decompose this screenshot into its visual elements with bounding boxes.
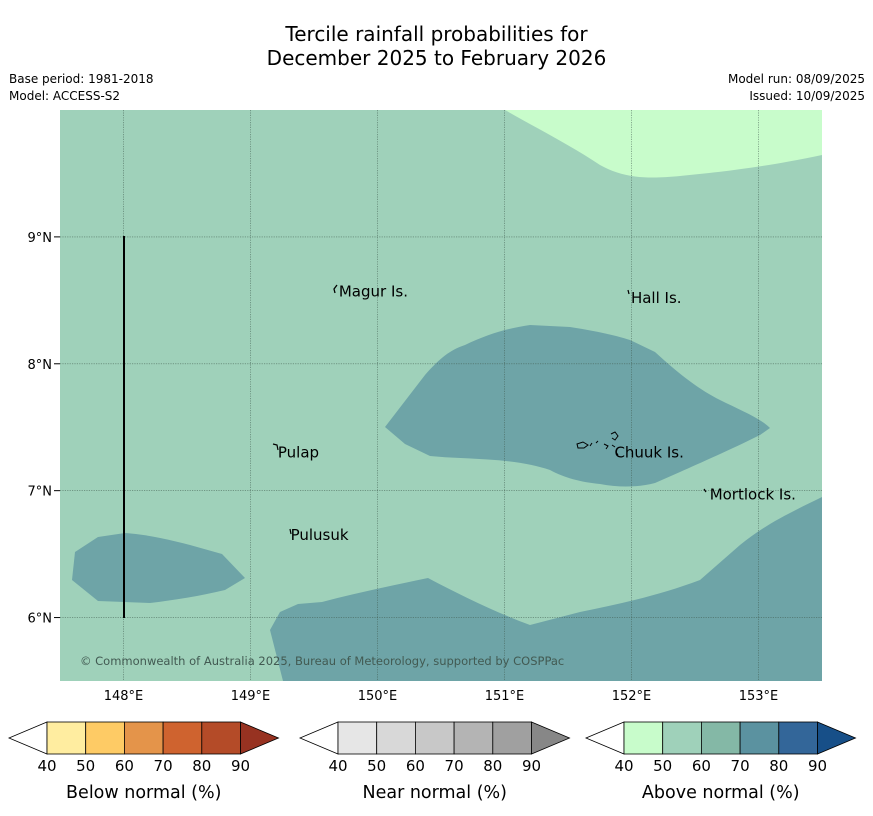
probability-zone-west [72, 533, 245, 603]
legend-swatch [414, 721, 455, 755]
legend-lower-triangle [584, 721, 625, 755]
legend-upper-triangle [240, 721, 280, 755]
x-tick-label: 148°E [104, 689, 144, 704]
legend-swatch [162, 721, 203, 755]
legend-tick-label: 60 [115, 757, 134, 775]
x-tick-label: 152°E [612, 689, 652, 704]
legend-swatch [85, 721, 125, 755]
legends: 40 50 60 70 80 90 Below normal (%) 40 50 60 70 80 90… [7, 721, 857, 803]
model-run: Model run: 08/09/2025 [727, 72, 865, 86]
legend-tick-label: 40 [37, 757, 56, 775]
legend-swatch [778, 721, 818, 755]
legend-tick-label: 70 [445, 757, 464, 775]
legend-tick-label: 50 [653, 757, 672, 775]
map-area [60, 110, 822, 681]
legend-swatch [453, 721, 494, 755]
pulusuk-island-outline [289, 528, 292, 535]
x-tick-label: 149°E [231, 689, 271, 704]
title-line-1: Tercile rainfall probabilities for [285, 22, 588, 46]
legend-tick-label: 40 [614, 757, 633, 775]
legend-tick-label: 90 [231, 757, 250, 775]
y-axis-ticks [54, 236, 60, 619]
legend-swatch [739, 721, 780, 755]
legend-upper-triangle [531, 721, 571, 755]
legend-swatch [701, 721, 741, 755]
y-tick-label: 7°N [28, 485, 53, 500]
below-normal-legend: 40 50 60 70 80 90 Below normal (%) [7, 721, 280, 803]
run-info: Model run: 08/09/2025 Issued: 10/09/2025 [728, 71, 865, 105]
legend-swatch [492, 721, 532, 755]
place-label: Chuuk Is. [614, 444, 683, 462]
model-info: Base period: 1981-2018 Model: ACCESS-S2 [9, 71, 154, 105]
probability-zone-central [385, 325, 770, 487]
y-tick-label: 9°N [28, 231, 53, 246]
legend-tick-label: 70 [154, 757, 173, 775]
y-axis-labels: 9°N 8°N 7°N 6°N [28, 231, 53, 627]
legend-tick-label: 80 [769, 757, 788, 775]
place-label: Magur Is. [339, 282, 408, 300]
y-tick-label: 6°N [28, 612, 53, 627]
place-label: Mortlock Is. [710, 485, 796, 503]
legend-swatch [201, 721, 241, 755]
legend-swatch [337, 721, 378, 755]
copyright-notice: © Commonwealth of Australia 2025, Bureau… [80, 654, 564, 668]
place-label: Hall Is. [631, 289, 682, 307]
mortlock-island-outline [703, 488, 707, 493]
legend-swatch [662, 721, 702, 755]
legend-lower-triangle [7, 721, 48, 755]
probability-zone-south [270, 497, 822, 681]
islands [272, 284, 707, 535]
legend-title: Near normal (%) [362, 783, 507, 803]
above-normal-legend: 40 50 60 70 80 90 Above normal (%) [584, 721, 857, 803]
legend-tick-label: 50 [367, 757, 386, 775]
legend-tick-label: 70 [731, 757, 750, 775]
issued-date: Issued: 10/09/2025 [749, 89, 865, 103]
hall-island-outline [627, 289, 630, 295]
legend-tick-label: 60 [406, 757, 425, 775]
x-tick-label: 150°E [358, 689, 398, 704]
legend-tick-label: 50 [76, 757, 95, 775]
legend-tick-label: 80 [192, 757, 211, 775]
legend-swatch [376, 721, 416, 755]
title-line-2: December 2025 to February 2026 [266, 46, 607, 70]
legend-tick-label: 80 [483, 757, 502, 775]
legend-tick-label: 90 [522, 757, 541, 775]
place-label: Pulusuk [291, 526, 349, 544]
probability-zone-northeast [505, 110, 822, 178]
legend-tick-label: 90 [808, 757, 827, 775]
chart-title: Tercile rainfall probabilities for Decem… [0, 22, 873, 70]
x-tick-label: 151°E [485, 689, 525, 704]
base-period: Base period: 1981-2018 [9, 72, 154, 86]
x-tick-label: 153°E [739, 689, 779, 704]
pulap-island-outline [272, 443, 279, 451]
legend-title: Above normal (%) [642, 783, 800, 803]
legend-swatch [46, 721, 87, 755]
legend-title: Below normal (%) [66, 783, 221, 803]
model-name: Model: ACCESS-S2 [9, 89, 121, 103]
legend-swatch [124, 721, 164, 755]
legend-tick-label: 60 [692, 757, 711, 775]
place-labels: Magur Is. Hall Is. Pulap Chuuk Is. Mortlock … [278, 282, 796, 544]
chuuk-lagoon-outline [576, 431, 619, 456]
y-tick-label: 8°N [28, 358, 53, 373]
magur-island-outline [333, 284, 338, 294]
legend-tick-label: 40 [328, 757, 347, 775]
place-label: Pulap [278, 444, 319, 462]
near-normal-legend: 40 50 60 70 80 90 Near normal (%) [298, 721, 571, 803]
legend-swatch [623, 721, 664, 755]
legend-upper-triangle [817, 721, 857, 755]
x-axis-labels: 148°E 149°E 150°E 151°E 152°E 153°E [104, 689, 779, 704]
legend-lower-triangle [298, 721, 339, 755]
